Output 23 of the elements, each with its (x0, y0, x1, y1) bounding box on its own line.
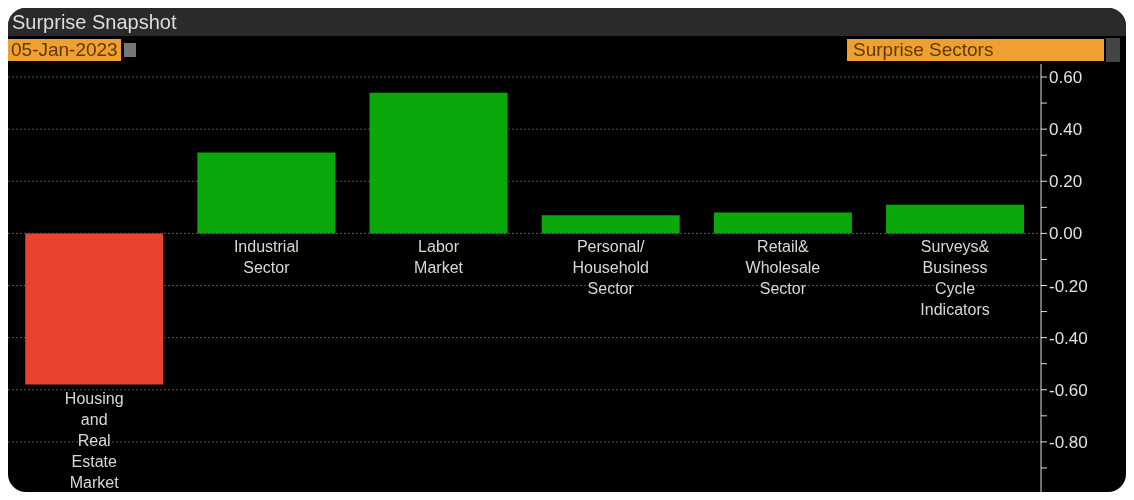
x-tick-label: Industrial Sector (233, 238, 299, 277)
y-tick-label: 0.00 (1049, 224, 1083, 244)
x-tick-label: Housing and Real Estate Market (64, 389, 124, 491)
chart-title: Surprise Snapshot (8, 8, 1126, 36)
bar (369, 92, 508, 234)
x-tick-label: Personal/ Household Sector (572, 238, 649, 298)
y-tick-label: 0.60 (1049, 68, 1083, 88)
text: Surprise Sectors (847, 39, 1104, 61)
bar (713, 212, 852, 234)
x-tick-label: Retail& Wholesale Sector (745, 238, 821, 298)
x-tick-label: Labor Market (414, 238, 464, 277)
bar (886, 204, 1025, 234)
bar (25, 233, 164, 385)
y-tick-label: -0.20 (1049, 276, 1088, 296)
y-tick-label: -0.80 (1049, 432, 1088, 452)
bar (541, 215, 680, 234)
y-tick-label: 0.20 (1049, 172, 1083, 192)
y-tick-label: -0.40 (1049, 328, 1088, 348)
y-tick-label: 0.40 (1049, 120, 1083, 140)
chart-subtitle: 05-Jan-2023 (8, 39, 121, 61)
bar (197, 152, 336, 234)
x-tick-label: Surveys& Business Cycle Indicators (920, 238, 990, 319)
y-tick-label: -0.60 (1049, 380, 1088, 400)
